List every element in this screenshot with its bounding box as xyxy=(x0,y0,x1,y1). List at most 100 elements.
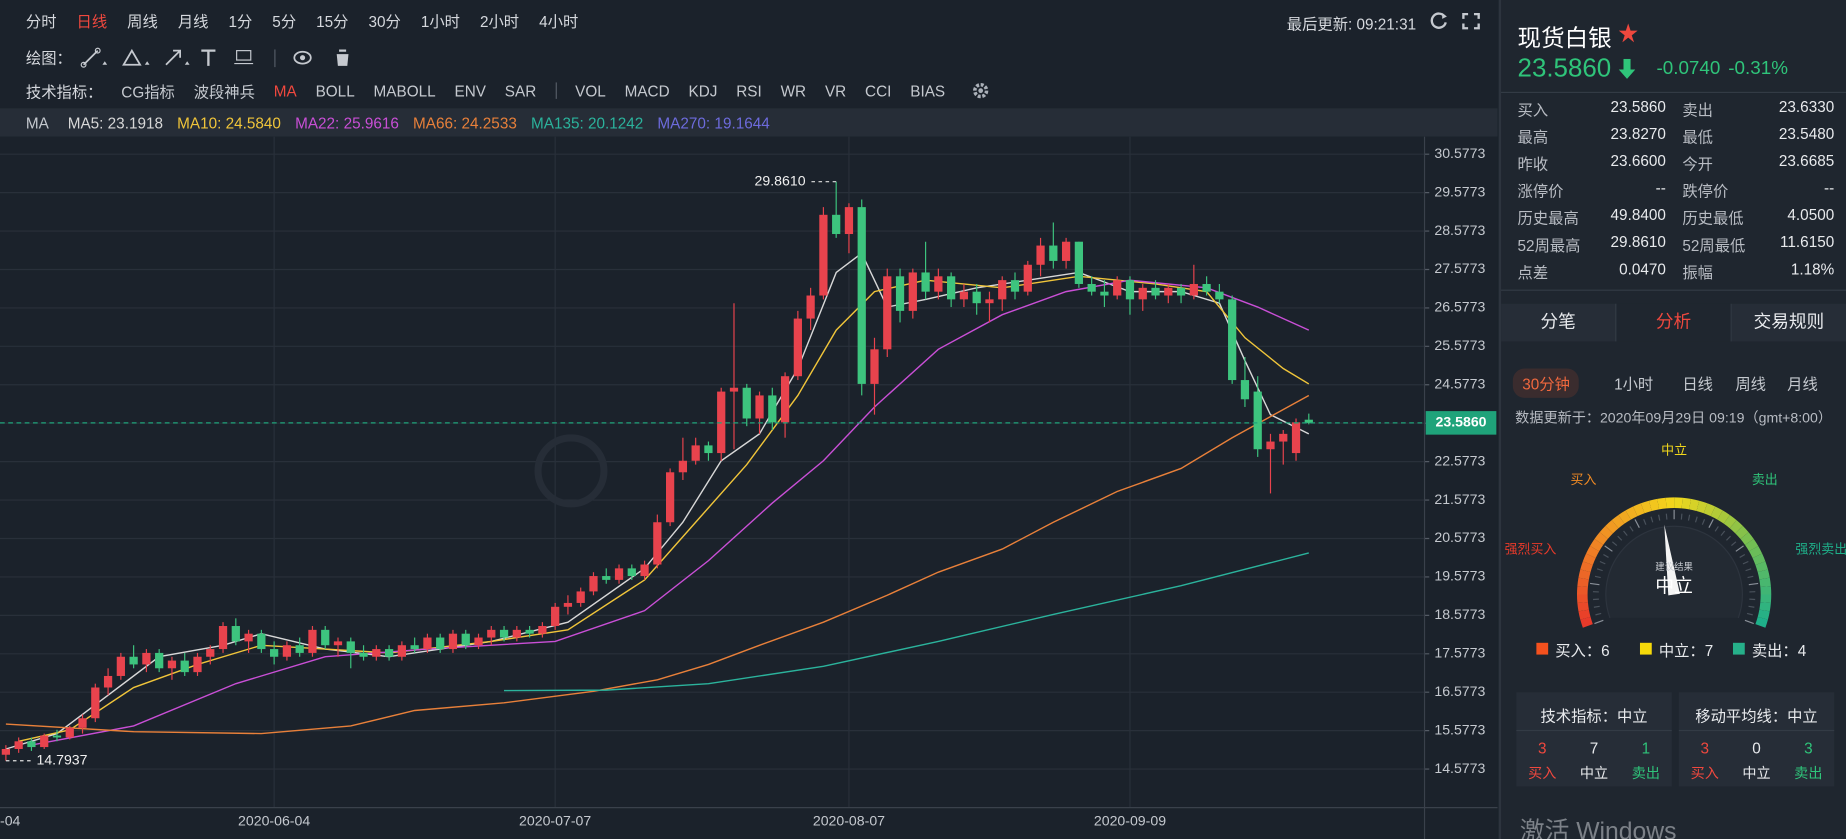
indicator-tab[interactable]: BOLL xyxy=(315,81,355,100)
candle-body xyxy=(231,626,240,642)
candle-body xyxy=(78,718,87,728)
y-tick-label: 24.5773 xyxy=(1434,376,1485,392)
candle-body xyxy=(282,645,292,657)
gauge-segment xyxy=(1582,553,1596,565)
candle-body xyxy=(1279,433,1288,442)
gauge-tick xyxy=(1611,541,1618,547)
candle-body xyxy=(959,291,969,300)
quote-label: 最低 xyxy=(1682,128,1713,146)
panel-tab[interactable]: 分析 xyxy=(1616,303,1732,342)
indicator-tab[interactable]: MA xyxy=(273,81,297,100)
candle-body xyxy=(1189,283,1198,296)
indicator-tab[interactable]: KDJ xyxy=(688,81,718,100)
candle-body xyxy=(180,660,189,673)
gauge-tick xyxy=(1590,582,1600,586)
candle-body xyxy=(321,629,330,646)
candle-body xyxy=(1,748,11,755)
period-tab[interactable]: 15分 xyxy=(316,12,349,31)
gauge-tick xyxy=(1617,535,1623,541)
settings-icon[interactable] xyxy=(971,81,990,100)
gauge-segment xyxy=(1577,577,1589,588)
gauge-tick xyxy=(1658,514,1661,521)
gauge-segment xyxy=(1657,497,1667,510)
period-tab[interactable]: 日线 xyxy=(76,12,108,31)
gauge-segment xyxy=(1599,525,1613,539)
indicator-tab[interactable]: SAR xyxy=(504,81,537,100)
indicator-tab[interactable]: ENV xyxy=(454,81,486,100)
gauge-tick xyxy=(1714,526,1719,532)
candle-body xyxy=(167,660,177,669)
candle-body xyxy=(1151,287,1160,296)
gauge-segment xyxy=(1759,577,1771,588)
indicator-tab[interactable]: 波段神兵 xyxy=(193,82,255,101)
indicator-tab[interactable]: BIAS xyxy=(910,81,946,100)
last-price-label: 23.5860 xyxy=(1436,414,1487,430)
candle-body xyxy=(206,649,215,657)
line-tool[interactable] xyxy=(82,49,99,65)
summary-box: 移动平均线：中立 3 买入 0 中立 3 卖出 xyxy=(1678,692,1835,787)
period-tab[interactable]: 2小时 xyxy=(479,12,520,31)
indicator-tab[interactable]: VOL xyxy=(575,81,606,100)
indicator-label: 技术指标： xyxy=(25,82,103,101)
quote-value: 4.0500 xyxy=(1787,206,1835,224)
draw-label: 绘图： xyxy=(25,49,72,68)
candle-body xyxy=(91,687,100,719)
y-tick-label: 29.5773 xyxy=(1434,183,1485,199)
period-tab[interactable]: 月线 xyxy=(177,12,209,31)
arrow xyxy=(1618,58,1636,79)
logo-watermark xyxy=(534,434,608,508)
arrow-tool[interactable] xyxy=(165,49,182,65)
period-tab[interactable]: 1分 xyxy=(228,12,253,31)
gauge-segment xyxy=(1618,510,1631,524)
analysis-period[interactable]: 30分钟 xyxy=(1512,368,1580,398)
period-tab[interactable]: 4小时 xyxy=(539,12,579,31)
period-tab[interactable]: 30分 xyxy=(368,12,401,31)
gauge-segment xyxy=(1755,561,1768,573)
indicator-tab[interactable]: MABOLL xyxy=(373,81,436,100)
analysis-period[interactable]: 日线 xyxy=(1682,375,1713,394)
x-tick-label: 2020-09-09 xyxy=(1094,812,1166,828)
fullscreen-icon[interactable] xyxy=(1462,12,1480,30)
triangle-tool[interactable] xyxy=(122,48,142,66)
indicator-tab[interactable]: RSI xyxy=(736,81,762,100)
change-pct: -0.31% xyxy=(1728,58,1788,79)
period-tab[interactable]: 周线 xyxy=(127,12,158,31)
y-tick-label: 26.5773 xyxy=(1434,299,1485,315)
indicator-tab[interactable]: VR xyxy=(824,81,847,100)
refresh-icon[interactable] xyxy=(1430,12,1447,29)
panel-tab[interactable]: 分笔 xyxy=(1501,303,1617,342)
indicator-tab[interactable]: CG指标 xyxy=(121,82,175,101)
period-bar: 分时 日线 周线 月线 1分 5分 15分 30分 1小时 2小时 4小时 xyxy=(0,0,1498,41)
candle-body xyxy=(436,637,445,650)
gauge-tick xyxy=(1742,560,1749,565)
indicator-tab[interactable]: MACD xyxy=(624,81,670,100)
indicator-tab[interactable]: WR xyxy=(780,81,807,100)
eye-icon[interactable] xyxy=(293,50,312,64)
analysis-period[interactable]: 周线 xyxy=(1735,375,1766,394)
ma-legend-item: MA10: 24.5840 xyxy=(177,113,281,132)
analysis-period[interactable]: 1小时 xyxy=(1614,375,1654,394)
candle-body xyxy=(1061,241,1071,261)
candle-body xyxy=(704,445,713,454)
gauge-segment xyxy=(1580,616,1593,628)
analysis-period[interactable]: 月线 xyxy=(1787,375,1818,394)
trash-icon[interactable] xyxy=(335,48,350,66)
candle-body xyxy=(27,741,36,748)
period-tab[interactable]: 分时 xyxy=(25,12,57,31)
period-tab[interactable]: 5分 xyxy=(272,12,297,31)
favorite-star[interactable] xyxy=(1618,23,1638,43)
candle-body xyxy=(665,472,675,523)
panel-tab[interactable]: 交易规则 xyxy=(1731,303,1846,342)
ma-legend-item: MA135: 20.1242 xyxy=(530,113,644,132)
count-swatch xyxy=(1639,642,1652,655)
indicator-tab[interactable]: CCI xyxy=(865,81,892,100)
candle-body xyxy=(972,291,981,304)
gauge-tick xyxy=(1593,605,1600,608)
note-tool[interactable] xyxy=(236,49,252,61)
candle-body xyxy=(819,214,828,296)
gauge-segment xyxy=(1752,553,1766,565)
text-tool[interactable] xyxy=(201,48,216,66)
period-tab[interactable]: 1小时 xyxy=(420,12,460,31)
candle-body xyxy=(218,626,228,650)
gauge-segment xyxy=(1689,498,1700,511)
